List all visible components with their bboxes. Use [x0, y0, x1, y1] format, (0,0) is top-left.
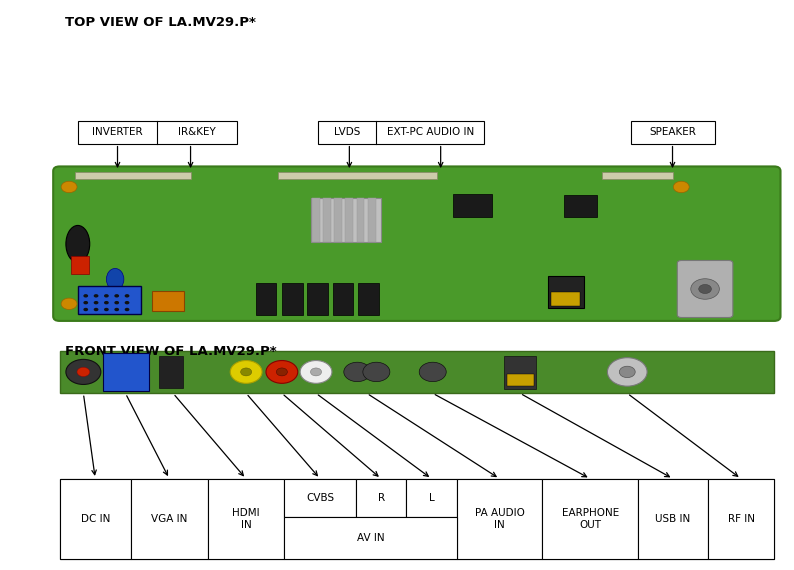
Circle shape: [104, 294, 109, 298]
Text: CVBS: CVBS: [306, 493, 334, 503]
Bar: [368, 198, 376, 242]
Circle shape: [125, 301, 129, 304]
Bar: [208, 479, 284, 559]
Bar: [357, 198, 364, 242]
Circle shape: [125, 294, 129, 298]
Bar: [457, 479, 542, 559]
Bar: [284, 479, 356, 517]
Circle shape: [83, 308, 88, 311]
Bar: [407, 479, 457, 517]
Bar: [708, 479, 774, 559]
Text: TOP VIEW OF LA.MV29.P*: TOP VIEW OF LA.MV29.P*: [65, 16, 256, 29]
Bar: [152, 291, 184, 311]
Circle shape: [241, 368, 252, 376]
Text: EXT-PC AUDIO IN: EXT-PC AUDIO IN: [387, 127, 474, 137]
Bar: [78, 121, 237, 144]
Bar: [311, 198, 381, 242]
Circle shape: [94, 294, 98, 298]
Bar: [334, 198, 342, 242]
Bar: [548, 276, 584, 308]
Ellipse shape: [66, 225, 90, 262]
Bar: [356, 479, 407, 517]
Bar: [564, 195, 597, 217]
Bar: [507, 374, 534, 386]
Text: IR&KEY: IR&KEY: [178, 127, 216, 137]
Bar: [256, 283, 276, 315]
Text: EARPHONE
OUT: EARPHONE OUT: [561, 508, 619, 530]
Bar: [71, 256, 89, 274]
Bar: [345, 198, 353, 242]
Bar: [358, 283, 379, 315]
Text: AV IN: AV IN: [357, 533, 384, 543]
Circle shape: [300, 361, 332, 384]
Circle shape: [61, 298, 77, 310]
Text: RF IN: RF IN: [727, 514, 754, 524]
Text: R: R: [378, 493, 384, 503]
Circle shape: [125, 308, 129, 311]
Bar: [602, 172, 673, 179]
Bar: [504, 356, 536, 389]
Bar: [312, 198, 320, 242]
FancyBboxPatch shape: [53, 166, 781, 321]
Bar: [60, 479, 131, 559]
Ellipse shape: [106, 268, 124, 290]
Bar: [542, 479, 638, 559]
Circle shape: [276, 368, 287, 376]
Circle shape: [619, 367, 635, 377]
Circle shape: [83, 294, 88, 298]
Circle shape: [363, 363, 390, 382]
Circle shape: [691, 279, 719, 299]
Bar: [131, 479, 208, 559]
Text: PA AUDIO
IN: PA AUDIO IN: [475, 508, 525, 530]
Text: DC IN: DC IN: [81, 514, 110, 524]
Bar: [453, 194, 492, 217]
Text: INVERTER: INVERTER: [92, 127, 143, 137]
Bar: [75, 172, 191, 179]
Circle shape: [77, 368, 90, 377]
Circle shape: [61, 181, 77, 193]
Bar: [60, 351, 774, 393]
Text: LVDS: LVDS: [333, 127, 360, 137]
Bar: [551, 292, 580, 306]
Circle shape: [94, 301, 98, 304]
Circle shape: [66, 360, 101, 384]
Bar: [318, 121, 484, 144]
Bar: [631, 121, 715, 144]
Circle shape: [230, 361, 262, 384]
Bar: [282, 283, 303, 315]
Circle shape: [114, 308, 119, 311]
Bar: [78, 286, 141, 314]
Bar: [638, 479, 708, 559]
Bar: [323, 198, 331, 242]
Bar: [103, 353, 149, 391]
FancyBboxPatch shape: [677, 260, 733, 317]
Circle shape: [104, 308, 109, 311]
Text: VGA IN: VGA IN: [151, 514, 187, 524]
Circle shape: [607, 358, 647, 386]
Bar: [60, 479, 774, 559]
Text: L: L: [429, 493, 434, 503]
Text: HDMI
IN: HDMI IN: [232, 508, 260, 530]
Circle shape: [104, 301, 109, 304]
Circle shape: [310, 368, 322, 376]
Bar: [278, 172, 437, 179]
Circle shape: [699, 284, 711, 294]
Bar: [333, 283, 353, 315]
Circle shape: [419, 363, 446, 382]
Text: FRONT VIEW OF LA.MV29.P*: FRONT VIEW OF LA.MV29.P*: [65, 345, 277, 358]
Circle shape: [673, 181, 689, 193]
Circle shape: [83, 301, 88, 304]
Circle shape: [344, 363, 371, 382]
Bar: [307, 283, 328, 315]
Circle shape: [114, 294, 119, 298]
Bar: [159, 356, 183, 388]
Text: USB IN: USB IN: [655, 514, 691, 524]
Bar: [284, 517, 457, 559]
Circle shape: [266, 361, 298, 384]
Circle shape: [114, 301, 119, 304]
Circle shape: [94, 308, 98, 311]
Text: SPEAKER: SPEAKER: [649, 127, 696, 137]
